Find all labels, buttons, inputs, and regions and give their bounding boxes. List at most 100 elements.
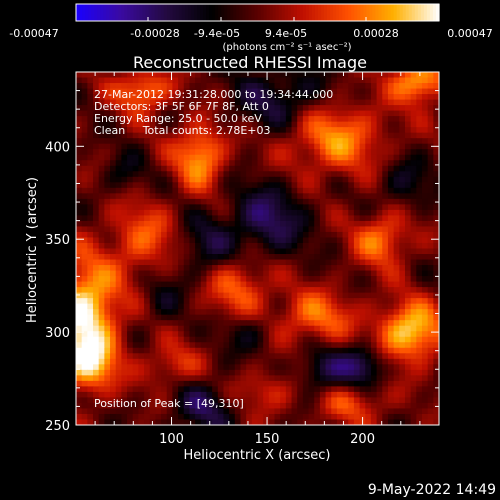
- heatmap-cell: [404, 171, 412, 178]
- heatmap-cell: [81, 413, 88, 420]
- heatmap-cell: [291, 259, 298, 266]
- heatmap-cell: [127, 209, 134, 216]
- colorbar-cell: [426, 4, 431, 21]
- heatmap-cell: [98, 88, 105, 95]
- heatmap-cell: [155, 386, 162, 393]
- heatmap-cell: [138, 402, 145, 409]
- heatmap-cell: [206, 298, 213, 305]
- heatmap-cell: [223, 149, 230, 156]
- heatmap-cell: [319, 419, 327, 426]
- heatmap-cell: [189, 220, 196, 227]
- heatmap-cell: [427, 193, 434, 200]
- heatmap-cell: [200, 320, 207, 327]
- heatmap-cell: [229, 325, 236, 332]
- heatmap-cell: [404, 138, 412, 145]
- heatmap-cell: [172, 110, 179, 117]
- heatmap-cell: [308, 386, 315, 393]
- heatmap-cell: [127, 419, 134, 426]
- heatmap-cell: [246, 265, 253, 272]
- heatmap-cell: [81, 182, 88, 189]
- heatmap-cell: [121, 336, 128, 343]
- heatmap-cell: [274, 342, 281, 349]
- heatmap-cell: [370, 121, 378, 128]
- heatmap-cell: [263, 220, 270, 227]
- heatmap-cell: [342, 336, 349, 343]
- heatmap-cell: [433, 336, 440, 343]
- heatmap-cell: [376, 94, 383, 101]
- heatmap-cell: [257, 402, 264, 409]
- heatmap-cell: [274, 226, 281, 233]
- heatmap-cell: [297, 176, 304, 183]
- colorbar-cell: [324, 4, 328, 21]
- heatmap-cell: [319, 364, 327, 371]
- heatmap-cell: [399, 182, 406, 189]
- heatmap-cell: [325, 165, 332, 172]
- heatmap-cell: [223, 358, 230, 365]
- heatmap-cell: [144, 209, 151, 216]
- heatmap-cell: [274, 143, 281, 150]
- heatmap-cell: [138, 127, 145, 134]
- colorbar-cell: [251, 4, 256, 21]
- heatmap-cell: [297, 320, 304, 327]
- heatmap-cell: [274, 165, 281, 172]
- heatmap-cell: [382, 281, 389, 288]
- heatmap-cell: [104, 325, 111, 332]
- heatmap-cell: [314, 314, 321, 321]
- heatmap-cell: [200, 248, 207, 255]
- heatmap-cell: [251, 149, 258, 156]
- heatmap-cell: [161, 309, 168, 316]
- heatmap-cell: [433, 226, 440, 233]
- heatmap-cell: [285, 121, 293, 128]
- colorbar-tick-label: -0.00047: [9, 27, 58, 40]
- heatmap-cell: [348, 121, 355, 128]
- heatmap-cell: [155, 215, 162, 222]
- heatmap-cell: [433, 276, 440, 283]
- heatmap-cell: [393, 270, 400, 277]
- heatmap-cell: [291, 209, 298, 216]
- heatmap-cell: [280, 220, 287, 227]
- colorbar-cell: [360, 4, 364, 21]
- heatmap-cell: [359, 237, 366, 244]
- heatmap-cell: [251, 132, 258, 139]
- heatmap-cell: [416, 209, 423, 216]
- heatmap-cell: [302, 303, 310, 310]
- heatmap-cell: [189, 380, 196, 387]
- heatmap-cell: [217, 154, 224, 161]
- heatmap-cell: [189, 270, 196, 277]
- heatmap-cell: [189, 314, 196, 321]
- heatmap-cell: [189, 121, 196, 128]
- heatmap-cell: [325, 331, 332, 338]
- heatmap-cell: [433, 281, 440, 288]
- heatmap-cell: [280, 265, 287, 272]
- heatmap-cell: [240, 386, 247, 393]
- heatmap-cell: [410, 94, 417, 101]
- heatmap-cell: [370, 215, 378, 222]
- heatmap-cell: [172, 237, 179, 244]
- heatmap-cell: [427, 127, 434, 134]
- heatmap-cell: [263, 375, 270, 382]
- heatmap-cell: [149, 83, 156, 90]
- heatmap-cell: [308, 160, 315, 167]
- heatmap-cell: [421, 259, 429, 266]
- heatmap-cell: [274, 88, 281, 95]
- heatmap-cell: [427, 226, 434, 233]
- heatmap-cell: [291, 198, 298, 205]
- heatmap-cell: [206, 77, 213, 84]
- heatmap-cell: [370, 397, 378, 404]
- heatmap-cell: [132, 116, 139, 123]
- heatmap-cell: [393, 215, 400, 222]
- heatmap-cell: [365, 353, 372, 360]
- heatmap-cell: [393, 237, 400, 244]
- heatmap-cell: [387, 209, 395, 216]
- heatmap-cell: [93, 369, 100, 376]
- heatmap-cell: [348, 198, 355, 205]
- heatmap-cell: [325, 209, 332, 216]
- heatmap-cell: [308, 413, 315, 420]
- heatmap-cell: [268, 143, 276, 150]
- heatmap-cell: [200, 165, 207, 172]
- heatmap-cell: [251, 336, 258, 343]
- heatmap-cell: [144, 242, 151, 249]
- heatmap-cell: [98, 292, 105, 299]
- heatmap-cell: [229, 94, 236, 101]
- heatmap-cell: [285, 397, 293, 404]
